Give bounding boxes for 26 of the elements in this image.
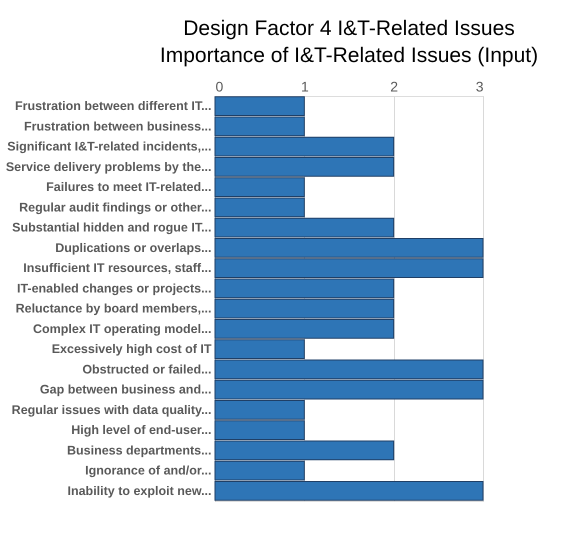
y-tick-label: Failures to meet IT-related... xyxy=(46,180,212,194)
y-tick-label: IT-enabled changes or projects... xyxy=(17,281,212,296)
x-tick-label: 1 xyxy=(300,78,309,94)
x-tick-label: 3 xyxy=(476,78,484,94)
y-tick-label: Significant I&T-related incidents,... xyxy=(7,140,212,154)
y-tick-label: Frustration between different IT... xyxy=(14,99,212,114)
y-tick-label: Excessively high cost of IT xyxy=(52,342,212,356)
y-tick-label: Reluctance by board members,... xyxy=(16,302,212,316)
y-tick-label: Regular audit findings or other... xyxy=(19,200,212,214)
y-tick-label: Complex IT operating model... xyxy=(33,322,212,336)
x-tick-label: 2 xyxy=(390,78,398,94)
y-tick-label: Frustration between business... xyxy=(24,119,212,134)
y-tick-label: Obstructed or failed... xyxy=(82,362,212,376)
y-tick-label: Insufficient IT resources, staff... xyxy=(23,261,212,276)
y-tick-label: Service delivery problems by the... xyxy=(6,160,212,174)
x-tick-label: 0 xyxy=(216,78,224,94)
y-tick-label: Duplications or overlaps... xyxy=(55,240,212,255)
y-tick-label: High level of end-user... xyxy=(71,423,212,438)
chart-subtitle: Importance of I&T-Related Issues (Input) xyxy=(160,44,538,67)
chart-title: Design Factor 4 I&T-Related Issues xyxy=(183,17,515,40)
y-tick-label: Business departments... xyxy=(67,443,212,458)
y-tick-label: Substantial hidden and rogue IT... xyxy=(12,220,212,235)
y-tick-label: Regular issues with data quality... xyxy=(12,402,212,417)
y-tick-label: Inability to exploit new... xyxy=(68,484,212,498)
y-tick-label: Ignorance of and/or... xyxy=(85,464,212,478)
y-tick-label: Gap between business and... xyxy=(40,382,212,397)
